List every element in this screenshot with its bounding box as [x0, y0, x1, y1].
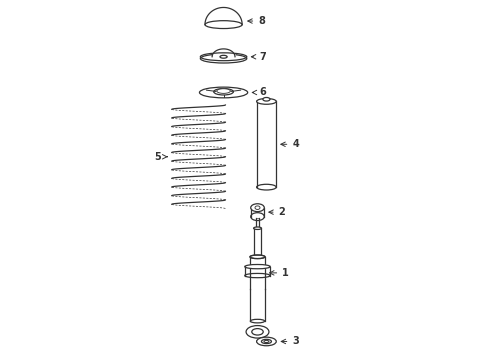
- Ellipse shape: [257, 337, 276, 346]
- Text: 2: 2: [269, 207, 285, 217]
- Ellipse shape: [250, 319, 265, 323]
- Ellipse shape: [217, 89, 230, 93]
- Text: 7: 7: [251, 52, 266, 62]
- Text: 6: 6: [252, 87, 266, 98]
- Ellipse shape: [251, 204, 264, 212]
- Ellipse shape: [246, 325, 269, 338]
- Ellipse shape: [263, 98, 270, 101]
- Ellipse shape: [257, 99, 276, 104]
- Ellipse shape: [220, 55, 227, 58]
- Ellipse shape: [200, 54, 247, 63]
- Text: 1: 1: [270, 268, 289, 278]
- Ellipse shape: [214, 89, 233, 95]
- Text: 8: 8: [248, 16, 265, 26]
- Ellipse shape: [250, 255, 265, 258]
- Ellipse shape: [199, 87, 247, 98]
- Ellipse shape: [205, 21, 242, 28]
- Ellipse shape: [253, 227, 262, 229]
- Text: 3: 3: [281, 337, 299, 346]
- Text: 4: 4: [281, 139, 299, 149]
- Ellipse shape: [262, 339, 271, 343]
- Text: 5: 5: [155, 152, 167, 162]
- Ellipse shape: [245, 265, 270, 269]
- Ellipse shape: [255, 206, 260, 210]
